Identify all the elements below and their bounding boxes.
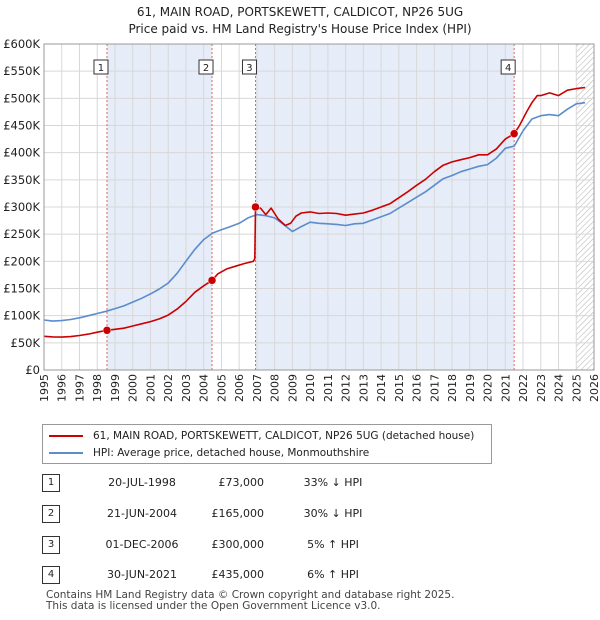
sale-price: £165,000 [211, 507, 265, 520]
y-tick-label: £600K [3, 37, 40, 51]
sale-price: £435,000 [211, 568, 265, 581]
legend-item-property: 61, MAIN ROAD, PORTSKEWETT, CALDICOT, NP… [49, 428, 474, 444]
legend-label-hpi: HPI: Average price, detached house, Monm… [93, 447, 370, 459]
y-tick-label: £550K [3, 64, 40, 78]
property-series-line [43, 86, 586, 338]
x-tick-label: 2004 [198, 374, 211, 402]
footer: Contains HM Land Registry data © Crown c… [46, 590, 454, 612]
sale-marker-label: 3 [246, 63, 252, 74]
footer-copyright: Contains HM Land Registry data © Crown c… [46, 589, 455, 601]
y-tick-label: £200K [3, 254, 40, 268]
y-tick-label: £100K [3, 309, 40, 323]
sale-marker-box [198, 59, 214, 75]
x-tick-label: 2016 [411, 374, 424, 402]
y-tick-label: £250K [3, 227, 40, 241]
y-tick-label: £0 [25, 363, 40, 377]
sale-date: 01-DEC-2006 [105, 538, 179, 551]
x-tick-label: 2019 [464, 374, 477, 402]
sale-number-badge: 2 [42, 505, 60, 523]
y-tick-label: £500K [3, 91, 40, 105]
legend: 61, MAIN ROAD, PORTSKEWETT, CALDICOT, NP… [42, 424, 492, 464]
legend-swatch-property [49, 435, 83, 437]
footer-license: This data is licensed under the Open Gov… [46, 600, 381, 612]
sale-number-badge: 4 [42, 566, 60, 584]
x-tick-label: 2002 [162, 374, 175, 402]
y-tick-label: £350K [3, 173, 40, 187]
hpi-series-line [43, 101, 586, 322]
sale-row: 1 20-JUL-1998 £73,000 33% ↓ HPI [42, 474, 462, 494]
price-chart: 1 2 3 4 £0 £50K £100K £150K £200K £250K £300K £350K… [3, 37, 600, 402]
sale-price: £300,000 [211, 538, 265, 551]
sale-marker-label: 2 [203, 63, 209, 74]
x-tick-label: 2021 [499, 374, 512, 402]
sale-marker-label: 1 [98, 63, 104, 74]
x-tick-label: 2022 [517, 374, 530, 402]
sale-point [251, 202, 260, 212]
chart-subtitle: Price paid vs. HM Land Registry's House … [128, 22, 472, 36]
x-tick-label: 2007 [251, 374, 264, 402]
sale-point [509, 129, 519, 138]
sale-hpi-diff: 5% ↑ HPI [307, 538, 359, 551]
x-tick-label: 1995 [38, 374, 51, 402]
sale-marker-label: 4 [505, 63, 511, 74]
x-tick-label: 2025 [570, 374, 583, 402]
sale-date: 30-JUN-2021 [106, 568, 178, 581]
sale-row: 4 30-JUN-2021 £435,000 6% ↑ HPI [42, 566, 462, 586]
x-tick-label: 2008 [269, 374, 282, 402]
sale-point [207, 276, 217, 285]
sale-hpi-diff: 33% ↓ HPI [303, 476, 363, 489]
x-tick-label: 2009 [286, 374, 299, 402]
x-tick-label: 1996 [56, 374, 69, 402]
x-tick-label: 2023 [535, 374, 548, 402]
x-tick-label: 2006 [233, 374, 246, 402]
x-tick-label: 2026 [588, 374, 600, 402]
x-tick-label: 1998 [91, 374, 104, 402]
x-tick-label: 2000 [127, 374, 140, 402]
sale-marker-box [93, 59, 109, 75]
sale-point [102, 326, 112, 335]
sale-marker-box [241, 59, 257, 75]
x-tick-label: 2024 [553, 374, 566, 402]
y-tick-label: £450K [3, 119, 40, 133]
y-tick-label: £300K [3, 200, 40, 214]
sale-row: 2 21-JUN-2004 £165,000 30% ↓ HPI [42, 505, 462, 525]
sale-marker-box [500, 59, 516, 75]
legend-label-property: 61, MAIN ROAD, PORTSKEWETT, CALDICOT, NP… [93, 430, 475, 442]
x-tick-label: 2005 [215, 374, 228, 402]
x-tick-label: 2001 [144, 374, 157, 402]
sale-price: £73,000 [218, 476, 265, 489]
x-tick-label: 2003 [180, 374, 193, 402]
x-tick-label: 2015 [393, 374, 406, 402]
legend-swatch-hpi [49, 452, 83, 454]
legend-item-hpi: HPI: Average price, detached house, Monm… [49, 445, 369, 461]
x-tick-label: 2013 [357, 374, 370, 402]
y-tick-label: £50K [11, 336, 41, 350]
sale-hpi-diff: 6% ↑ HPI [307, 568, 359, 581]
y-tick-label: £400K [3, 146, 40, 160]
x-tick-label: 2017 [428, 374, 441, 402]
chart-title: 61, MAIN ROAD, PORTSKEWETT, CALDICOT, NP… [136, 5, 464, 19]
plot-frame [43, 43, 595, 371]
sale-number-badge: 1 [42, 474, 60, 492]
sale-number-badge: 3 [42, 536, 60, 554]
x-tick-label: 1999 [109, 374, 122, 402]
y-tick-label: £150K [3, 282, 40, 296]
sale-hpi-diff: 30% ↓ HPI [303, 507, 363, 520]
sale-row: 3 01-DEC-2006 £300,000 5% ↑ HPI [42, 536, 462, 556]
x-tick-label: 2011 [322, 374, 335, 402]
sale-date: 21-JUN-2004 [106, 507, 178, 520]
x-tick-label: 2010 [304, 374, 317, 402]
x-tick-label: 2014 [375, 374, 388, 402]
x-tick-label: 2012 [340, 374, 353, 402]
x-tick-label: 2020 [482, 374, 495, 402]
x-tick-label: 2018 [446, 374, 459, 402]
x-tick-label: 1997 [73, 374, 86, 402]
sale-date: 20-JUL-1998 [108, 476, 176, 489]
